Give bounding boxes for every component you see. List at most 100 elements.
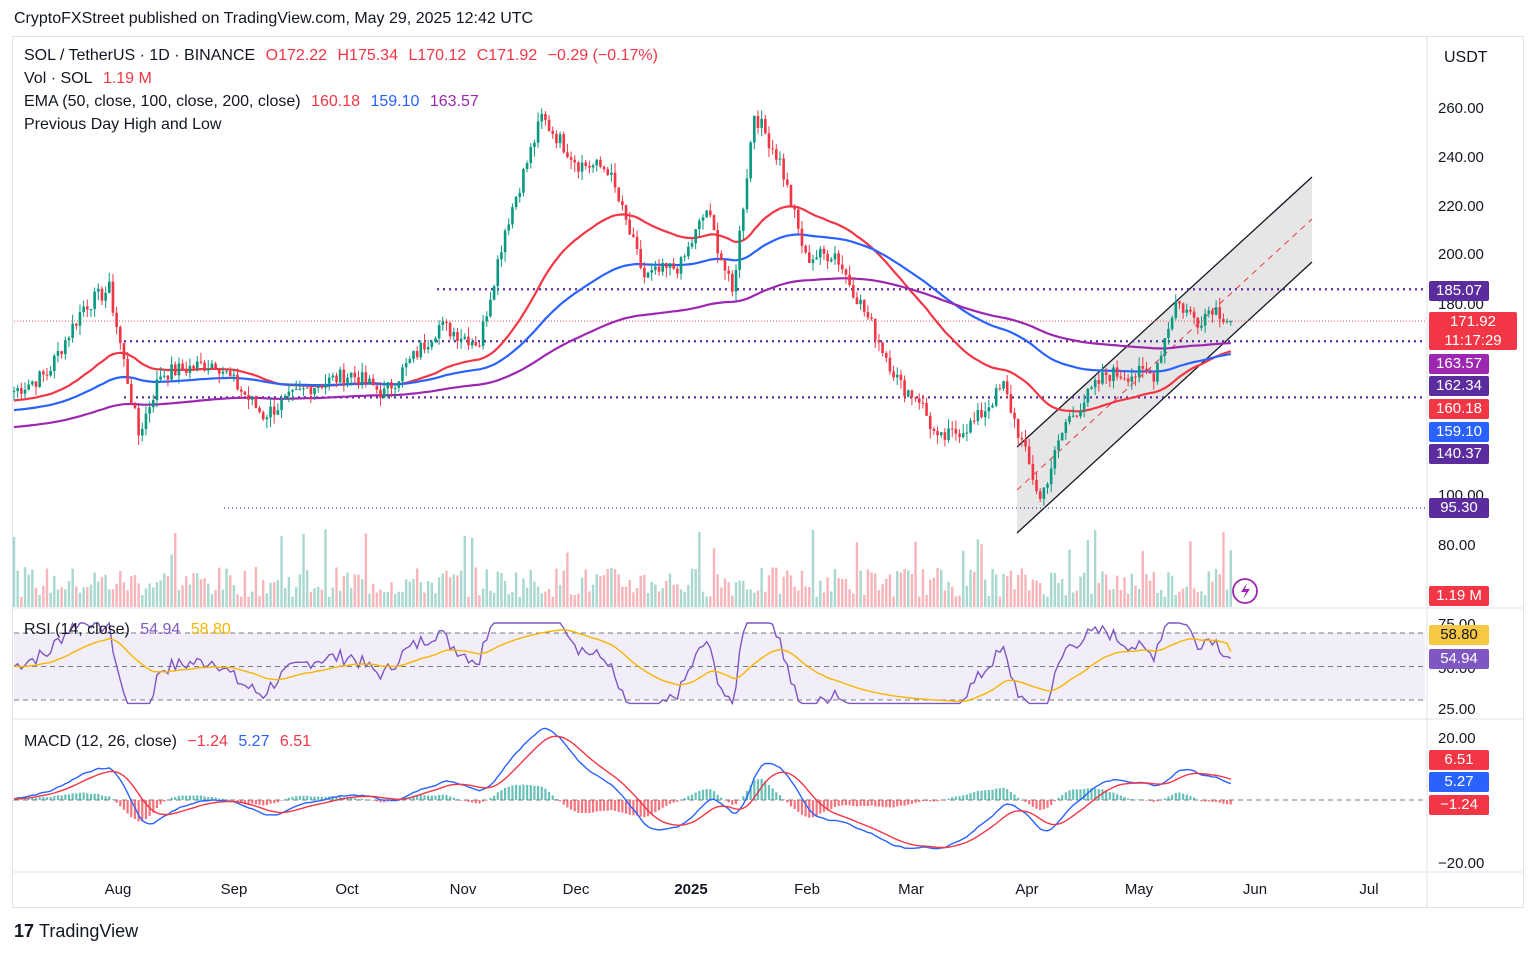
candle-body [514,197,518,208]
macd-hist-bar [1112,792,1115,800]
macd-hist-bar [111,799,115,800]
volume-bar [984,579,987,607]
volume-bar [20,596,23,607]
macd-hist-bar [1189,795,1192,800]
candle-body [137,408,140,436]
candle-body [628,219,632,235]
tradingview-logo[interactable]: 17 TradingView [14,921,138,942]
volume-bar [573,594,576,607]
macd-hist-bar [434,795,437,800]
candle-body [1046,484,1049,488]
candle-body [775,149,778,160]
volume-bar [119,571,122,607]
candle-body [324,383,327,388]
macd-hist-bar [1214,800,1218,802]
price-tick: 200.00 [1438,246,1484,263]
volume-bar [676,584,679,607]
volume-bar [111,589,115,607]
candle-body [786,179,789,185]
candle-body [122,342,126,360]
macd-hist-bar [855,800,859,807]
macd-hist-bar [987,789,990,800]
candle-body [958,433,961,438]
macd-hist-bar [738,800,741,801]
candle-body [397,381,401,388]
macd-label[interactable]: MACD (12, 26, close) [24,733,177,750]
volume-bar [199,579,203,607]
macd-hist-bar [1075,789,1078,800]
candle-body [1170,317,1174,329]
volume-bar [1167,572,1170,607]
candle-body [23,389,27,394]
ema-label[interactable]: EMA (50, close, 100, close, 200, close) [24,93,301,110]
candle-body [654,266,657,271]
macd-hist-bar [848,800,851,806]
macd-hist-bar [20,799,23,800]
candle-body [580,162,584,172]
volume-bar [855,542,859,607]
candle-body [426,347,430,350]
candle-body [544,114,547,120]
price-legend: SOL / TetherUS · 1D · BINANCE O172.22 H1… [24,47,664,65]
volume-bar [1016,574,1020,607]
candle-body [734,269,738,292]
candle-body [371,378,375,386]
ema-legend: EMA (50, close, 100, close, 200, close) … [24,93,485,111]
currency-label[interactable]: USDT [1444,49,1488,66]
volume-bar [951,586,954,607]
volume-bar [335,567,338,607]
pdhl-legend[interactable]: Previous Day High and Low [24,116,227,134]
macd-tick: −20.00 [1438,855,1485,872]
macd-hist-bar [174,797,177,800]
volume-bar [727,582,730,607]
candle-body [188,365,192,373]
volume-bar [936,568,939,607]
candle-body [877,339,881,343]
candle-body [826,253,829,262]
volume-bar [566,552,569,607]
candle-body [1115,367,1119,377]
macd-hist-bar [665,800,668,806]
candle-body [1042,487,1046,499]
macd-hist-bar [767,784,771,800]
candle-body [327,377,331,384]
candle-body [228,371,232,376]
rsi-label[interactable]: RSI (14, close) [24,621,130,638]
candle-body [404,362,408,368]
candle-body [346,377,349,385]
volume-bar [353,574,357,607]
volume-bar [621,586,624,607]
macd-hist-bar [335,796,338,800]
rsi-ma-value: 58.80 [190,621,231,638]
candle-body [1152,373,1156,382]
macd-hist-bar [302,795,305,800]
macd-hist-bar [471,800,474,803]
candle-body [287,391,291,396]
macd-hist-bar [643,800,646,818]
chart-frame [12,36,1524,908]
macd-hist-bar [558,800,562,802]
volume-bar [613,569,617,607]
volume-bar [1192,588,1196,607]
candle-body [1167,328,1170,339]
macd-hist-bar [1057,797,1060,800]
macd-hist-bar [119,800,122,807]
volume-bar [771,567,774,607]
candle-body [31,381,34,385]
macd-hist-bar [1002,787,1005,800]
symbol-label[interactable]: SOL / TetherUS · 1D · BINANCE [24,47,256,64]
volume-label[interactable]: Vol · SOL [24,70,93,87]
candle-body [796,209,800,229]
candle-body [214,363,217,369]
volume-bar [1163,596,1166,607]
volume-bar [760,568,763,607]
volume-bar [251,591,254,607]
volume-bar [265,593,269,607]
macd-hist-bar [760,778,763,800]
macd-hist-bar [624,800,628,814]
candle-body [602,166,606,170]
volume-bar [841,578,844,607]
macd-hist-bar [668,800,672,804]
macd-hist-bar [214,797,217,800]
